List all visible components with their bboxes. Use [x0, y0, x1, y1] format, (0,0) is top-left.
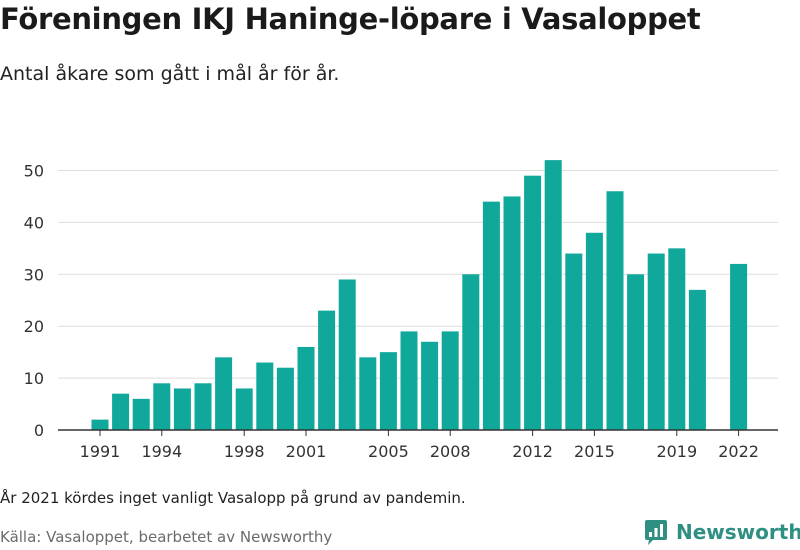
x-tick-label: 2022	[718, 442, 759, 461]
newsworthy-logo-icon	[645, 520, 667, 545]
bar-1995	[173, 388, 191, 430]
bar-2006	[400, 331, 418, 430]
y-tick-label: 0	[34, 421, 44, 440]
brand-name: Newsworthy	[676, 520, 800, 544]
y-tick-label: 30	[24, 265, 44, 284]
x-tick-label: 2019	[656, 442, 697, 461]
bar-2005	[379, 352, 397, 430]
bar-2019	[668, 248, 686, 430]
bar-2013	[544, 160, 562, 430]
footnote: År 2021 kördes inget vanligt Vasalopp på…	[0, 489, 466, 507]
bar-2015	[585, 232, 603, 430]
bar-2003	[338, 279, 356, 430]
bar-2007	[421, 341, 439, 430]
x-tick-label: 2001	[286, 442, 327, 461]
bar-1992	[112, 393, 130, 430]
bar-2020	[688, 289, 706, 430]
bar-1991	[91, 419, 109, 430]
bar-1998	[235, 388, 253, 430]
bar-1993	[132, 398, 150, 430]
bar-2018	[647, 253, 665, 430]
y-tick-label: 40	[24, 213, 44, 232]
source-credit: Källa: Vasaloppet, bearbetet av Newswort…	[0, 528, 333, 546]
bar-2004	[359, 357, 377, 430]
y-tick-label: 50	[24, 162, 44, 181]
bar-2008	[441, 331, 459, 430]
x-tick-label: 2008	[430, 442, 471, 461]
x-tick-label: 1998	[224, 442, 265, 461]
bar-2017	[627, 274, 645, 430]
bar-2000	[276, 367, 294, 430]
x-tick-label: 1994	[141, 442, 182, 461]
y-tick-label: 20	[24, 317, 44, 336]
bar-2012	[524, 175, 542, 430]
x-tick-label: 2005	[368, 442, 409, 461]
x-tick-label: 1991	[80, 442, 121, 461]
x-tick-label: 2015	[574, 442, 615, 461]
bar-1997	[215, 357, 233, 430]
bar-2011	[503, 196, 521, 430]
chart-subtitle: Antal åkare som gått i mål år för år.	[0, 63, 340, 85]
bar-2014	[565, 253, 583, 430]
x-tick-label: 2012	[512, 442, 553, 461]
bar-2010	[482, 201, 500, 430]
bar-1996	[194, 383, 212, 430]
y-tick-label: 10	[24, 369, 44, 388]
bar-2001	[297, 346, 315, 430]
bar-2022	[730, 263, 748, 430]
bar-2009	[462, 274, 480, 430]
bar-1994	[153, 383, 171, 430]
bar-2016	[606, 191, 624, 430]
bar-2002	[318, 310, 336, 430]
chart-title: Föreningen IKJ Haninge-löpare i Vasalopp…	[0, 2, 701, 36]
bar-1999	[256, 362, 274, 430]
brand-logo: Newsworthy	[644, 518, 800, 546]
